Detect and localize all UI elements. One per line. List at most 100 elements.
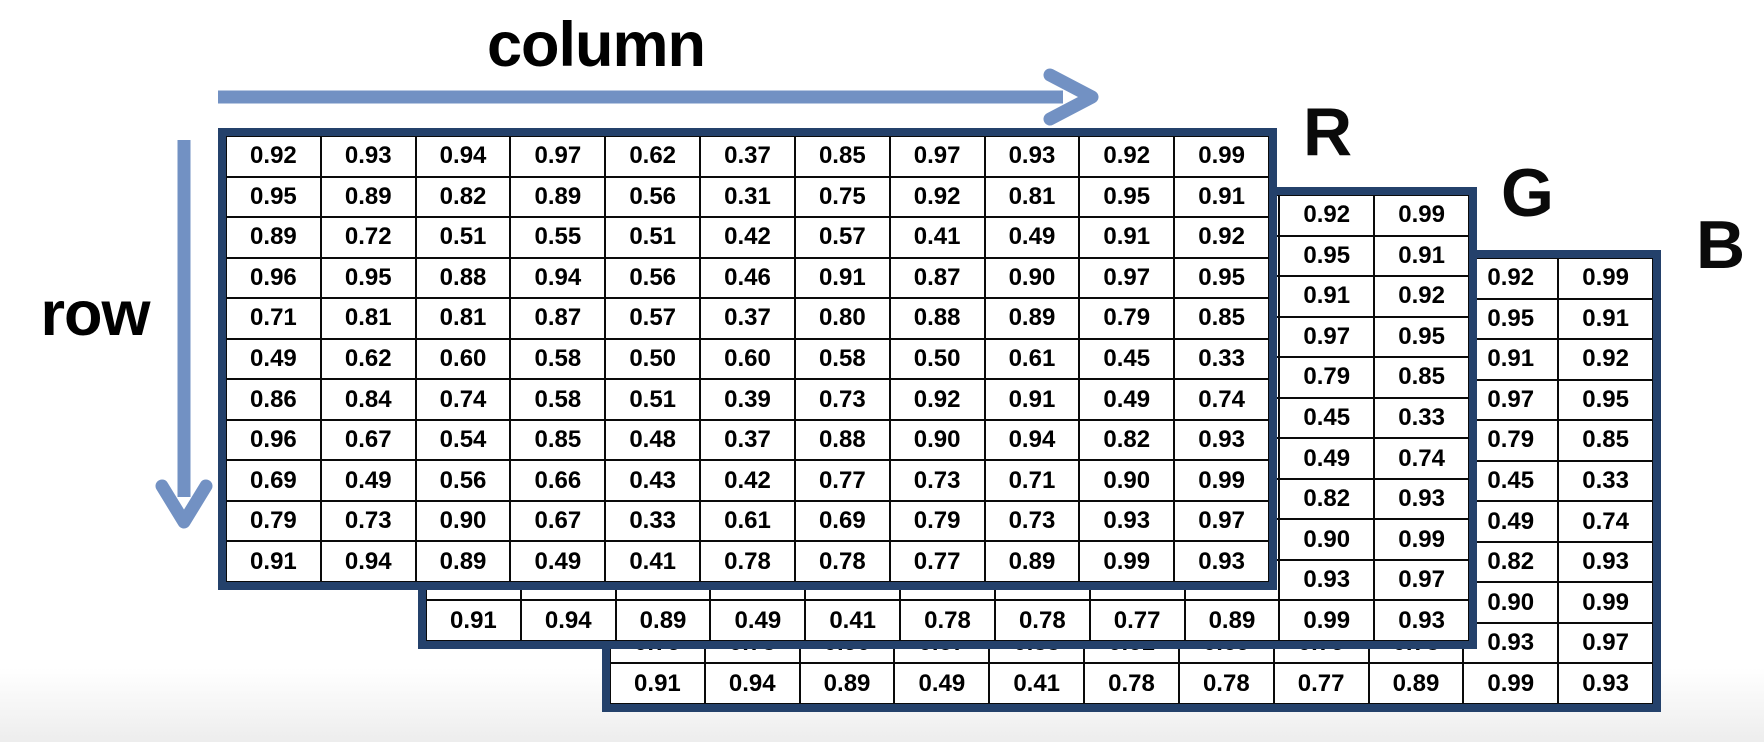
cell-r-r1c3: 0.94 [415, 136, 511, 177]
cell-r-r10c4: 0.67 [510, 500, 606, 542]
cell-r-r5c5: 0.57 [605, 298, 701, 339]
cell-g-r11c5: 0.41 [805, 600, 901, 641]
cell-g-r1c11: 0.99 [1374, 195, 1469, 236]
cell-r-r2c5: 0.56 [605, 176, 701, 218]
cell-r-r11c2: 0.94 [320, 541, 416, 582]
cell-r-r10c10: 0.93 [1079, 500, 1175, 542]
cell-r-r4c7: 0.91 [794, 257, 890, 299]
cell-r-r8c9: 0.94 [984, 419, 1080, 461]
channel-label-r: R [1303, 94, 1353, 170]
cell-r-r1c1: 0.92 [226, 136, 321, 177]
cell-r-r6c7: 0.58 [794, 338, 890, 380]
cell-r-r11c4: 0.49 [510, 541, 606, 582]
column-axis-arrow [218, 68, 1099, 126]
cell-r-r2c6: 0.31 [700, 176, 795, 218]
cell-b-r6c11: 0.33 [1558, 460, 1653, 502]
cell-g-r8c11: 0.93 [1374, 478, 1469, 520]
cell-r-r1c4: 0.97 [510, 136, 606, 177]
cell-b-r3c11: 0.92 [1558, 339, 1653, 380]
cell-g-r7c10: 0.49 [1279, 438, 1375, 479]
cell-r-r8c6: 0.37 [700, 419, 795, 461]
cell-b-r4c10: 0.97 [1463, 379, 1559, 421]
cell-r-r8c3: 0.54 [415, 419, 511, 461]
cell-r-r1c9: 0.93 [984, 136, 1080, 177]
cell-r-r7c6: 0.39 [700, 379, 795, 420]
cell-r-r10c8: 0.79 [889, 500, 985, 542]
column-axis-label: column [486, 10, 706, 80]
cell-g-r11c3: 0.89 [615, 600, 711, 641]
cell-r-r11c9: 0.89 [984, 541, 1080, 582]
cell-r-r5c10: 0.79 [1079, 298, 1175, 339]
cell-r-r3c7: 0.57 [794, 217, 890, 258]
cell-r-r9c4: 0.66 [510, 460, 606, 501]
cell-r-r4c4: 0.94 [510, 257, 606, 299]
cell-g-r9c10: 0.90 [1279, 519, 1375, 560]
cell-r-r9c10: 0.90 [1079, 460, 1175, 501]
cell-b-r5c10: 0.79 [1463, 420, 1559, 461]
cell-g-r3c10: 0.91 [1279, 276, 1375, 317]
cell-r-r10c1: 0.79 [226, 500, 321, 542]
cell-r-r10c7: 0.69 [794, 500, 890, 542]
cell-r-r5c6: 0.37 [700, 298, 795, 339]
cell-r-r8c8: 0.90 [889, 419, 985, 461]
cell-r-r3c1: 0.89 [226, 217, 321, 258]
cell-r-r3c9: 0.49 [984, 217, 1080, 258]
cell-b-r11c6: 0.78 [1084, 663, 1179, 704]
cell-r-r11c11: 0.93 [1174, 541, 1269, 582]
cell-r-r4c9: 0.90 [984, 257, 1080, 299]
cell-g-r11c10: 0.99 [1279, 600, 1375, 641]
cell-r-r2c2: 0.89 [320, 176, 416, 218]
cell-r-r7c9: 0.91 [984, 379, 1080, 420]
cell-g-r11c2: 0.94 [520, 600, 616, 641]
cell-r-r7c5: 0.51 [605, 379, 701, 420]
cell-r-r2c7: 0.75 [794, 176, 890, 218]
cell-b-r8c11: 0.93 [1558, 541, 1653, 583]
cell-r-r9c6: 0.42 [700, 460, 795, 501]
cell-r-r8c1: 0.96 [226, 419, 321, 461]
cell-b-r8c10: 0.82 [1463, 541, 1559, 583]
cell-r-r2c4: 0.89 [510, 176, 606, 218]
channel-label-b: B [1696, 207, 1746, 283]
cell-r-r10c11: 0.97 [1174, 500, 1269, 542]
cell-g-r6c11: 0.33 [1374, 397, 1469, 439]
cell-r-r8c11: 0.93 [1174, 419, 1269, 461]
cell-r-r8c7: 0.88 [794, 419, 890, 461]
cell-g-r9c11: 0.99 [1374, 519, 1469, 560]
cell-g-r11c4: 0.49 [710, 600, 806, 641]
cell-b-r4c11: 0.95 [1558, 379, 1653, 421]
cell-r-r7c10: 0.49 [1079, 379, 1175, 420]
cell-g-r11c1: 0.91 [426, 600, 521, 641]
cell-r-r3c5: 0.51 [605, 217, 701, 258]
cell-r-r3c4: 0.55 [510, 217, 606, 258]
cell-b-r2c10: 0.95 [1463, 298, 1559, 340]
cell-r-r10c3: 0.90 [415, 500, 511, 542]
cell-r-r3c10: 0.91 [1079, 217, 1175, 258]
cell-r-r2c11: 0.91 [1174, 176, 1269, 218]
cell-g-r3c11: 0.92 [1374, 276, 1469, 317]
cell-r-r5c1: 0.71 [226, 298, 321, 339]
cell-r-r1c10: 0.92 [1079, 136, 1175, 177]
cell-r-r3c6: 0.42 [700, 217, 795, 258]
cell-r-r2c10: 0.95 [1079, 176, 1175, 218]
cell-g-r6c10: 0.45 [1279, 397, 1375, 439]
cell-r-r7c4: 0.58 [510, 379, 606, 420]
cell-r-r6c3: 0.60 [415, 338, 511, 380]
cell-r-r4c10: 0.97 [1079, 257, 1175, 299]
cell-r-r9c5: 0.43 [605, 460, 701, 501]
cell-r-r8c5: 0.48 [605, 419, 701, 461]
cell-g-r5c10: 0.79 [1279, 357, 1375, 398]
cell-b-r6c10: 0.45 [1463, 460, 1559, 502]
cell-r-r7c1: 0.86 [226, 379, 321, 420]
cell-r-r1c2: 0.93 [320, 136, 416, 177]
cell-b-r1c11: 0.99 [1558, 258, 1653, 299]
cell-g-r11c7: 0.78 [994, 600, 1090, 641]
cell-b-r9c11: 0.99 [1558, 582, 1653, 623]
cell-r-r4c2: 0.95 [320, 257, 416, 299]
cell-r-r1c11: 0.99 [1174, 136, 1269, 177]
cell-r-r3c2: 0.72 [320, 217, 416, 258]
cell-r-r9c2: 0.49 [320, 460, 416, 501]
cell-r-r11c6: 0.78 [700, 541, 795, 582]
cell-r-r10c9: 0.73 [984, 500, 1080, 542]
cell-b-r3c10: 0.91 [1463, 339, 1559, 380]
